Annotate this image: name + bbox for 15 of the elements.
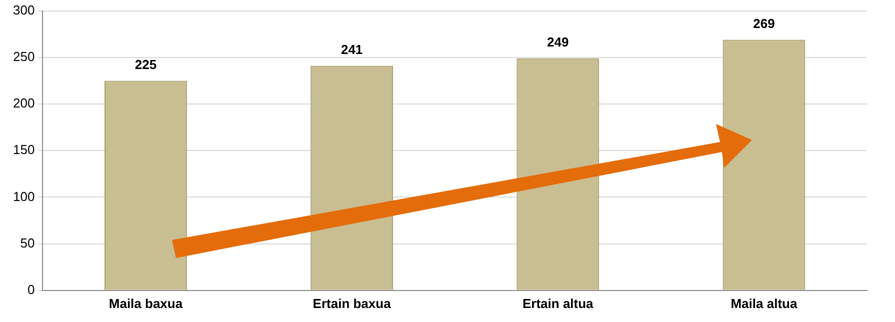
- y-tick-label: 300: [12, 2, 35, 18]
- data-label: 249: [547, 34, 569, 50]
- y-tick-label: 50: [20, 235, 35, 250]
- data-label: 241: [340, 42, 363, 57]
- x-tick-label: Maila altua: [730, 296, 798, 311]
- y-tick-label: 250: [12, 48, 35, 64]
- y-tick-label: 0: [27, 282, 35, 297]
- y-tick-label: 150: [12, 142, 35, 158]
- data-label: 225: [134, 56, 157, 72]
- x-tick-label: Ertain baxua: [312, 296, 392, 311]
- x-tick-label: Ertain altua: [522, 296, 594, 311]
- data-label: 269: [753, 16, 775, 31]
- x-tick-label: Maila baxua: [108, 296, 184, 311]
- y-tick-label: 100: [12, 188, 35, 204]
- y-tick-label: 200: [12, 96, 35, 111]
